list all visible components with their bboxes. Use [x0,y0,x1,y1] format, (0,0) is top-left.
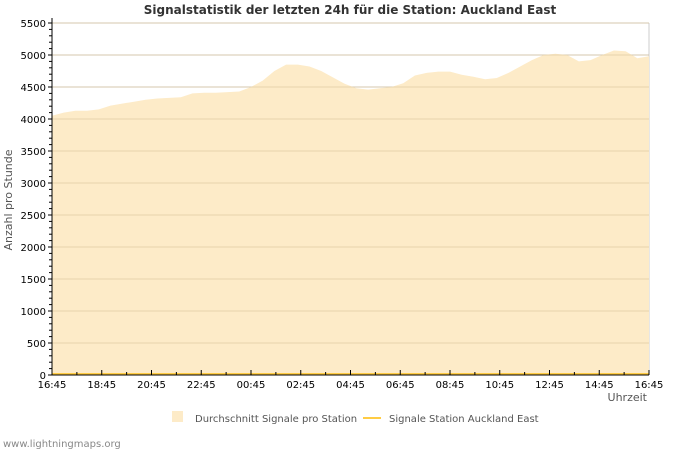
y-tick-label: 500 [27,339,46,350]
x-tick-label: 18:45 [87,380,116,391]
x-tick-label: 00:45 [237,380,266,391]
y-tick-label: 3000 [21,179,46,190]
y-tick-label: 4000 [21,115,46,126]
y-tick-label: 5500 [21,19,46,30]
footer-link[interactable]: www.lightningmaps.org [3,439,121,450]
x-axis-label: Uhrzeit [608,391,648,404]
y-tick-label: 2500 [21,211,46,222]
x-tick-label: 16:45 [635,380,664,391]
y-tick-label: 4500 [21,83,46,94]
y-axis-label: Anzahl pro Stunde [2,149,15,250]
x-tick-label: 06:45 [386,380,415,391]
legend-swatch-average [172,411,183,422]
x-tick-label: 14:45 [585,380,614,391]
x-tick-label: 08:45 [436,380,465,391]
y-tick-label: 1500 [21,275,46,286]
y-tick-label: 1000 [21,307,46,318]
x-tick-label: 02:45 [286,380,315,391]
legend-label-average: Durchschnitt Signale pro Station [195,414,357,425]
chart-title: Signalstatistik der letzten 24h für die … [144,3,557,17]
x-tick-label: 04:45 [336,380,365,391]
x-tick-label: 12:45 [535,380,564,391]
x-tick-label: 22:45 [187,380,216,391]
x-tick-label: 10:45 [485,380,514,391]
y-tick-label: 3500 [21,147,46,158]
area-average-signals [52,50,649,375]
y-tick-label: 0 [40,371,46,382]
x-tick-label: 20:45 [137,380,166,391]
legend-label-station: Signale Station Auckland East [389,414,539,425]
y-tick-label: 5000 [21,51,46,62]
x-tick-label: 16:45 [38,380,67,391]
y-tick-label: 2000 [21,243,46,254]
